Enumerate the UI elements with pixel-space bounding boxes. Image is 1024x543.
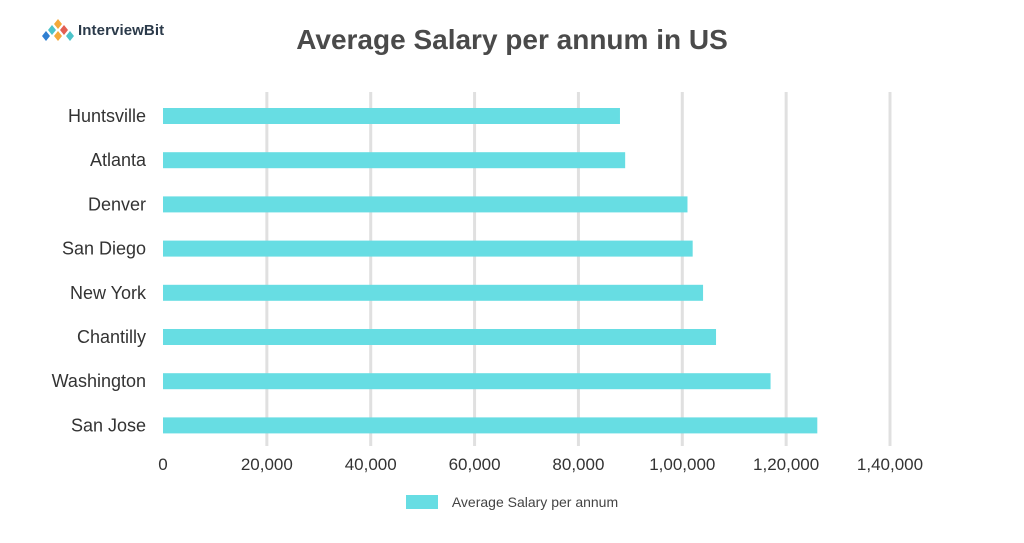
category-label: Atlanta bbox=[90, 150, 147, 170]
x-tick-label: 20,000 bbox=[241, 455, 293, 474]
bar-chantilly bbox=[163, 329, 717, 345]
legend: Average Salary per annum bbox=[0, 494, 1024, 510]
bar-san-diego bbox=[163, 240, 693, 257]
logo-text: InterviewBit bbox=[78, 21, 165, 39]
x-tick-labels: 0 20,000 40,000 60,000 80,000 1,00,000 1,20,00… bbox=[158, 455, 923, 474]
chart-title: Average Salary per annum in US bbox=[296, 24, 728, 55]
category-label: Huntsville bbox=[68, 106, 146, 126]
bar-atlanta bbox=[163, 152, 626, 169]
legend-swatch bbox=[405, 495, 438, 509]
x-tick-label: 0 bbox=[158, 455, 167, 474]
x-tick-label: 1,40,000 bbox=[857, 455, 923, 474]
category-label: Denver bbox=[88, 194, 146, 214]
bars-layer bbox=[163, 108, 818, 434]
category-label: Washington bbox=[52, 371, 146, 391]
category-label: San Diego bbox=[62, 239, 146, 259]
bar-washington bbox=[163, 373, 771, 390]
category-label: San Jose bbox=[71, 415, 146, 435]
logo-mark-icon bbox=[42, 19, 74, 41]
bar-new-york bbox=[163, 284, 704, 301]
x-tick-label: 1,20,000 bbox=[753, 455, 819, 474]
x-tick-label: 1,00,000 bbox=[649, 455, 715, 474]
bar-huntsville bbox=[163, 108, 620, 124]
bar-denver bbox=[163, 196, 688, 213]
x-tick-label: 80,000 bbox=[552, 455, 604, 474]
x-tick-label: 60,000 bbox=[449, 455, 501, 474]
grid-layer bbox=[265, 92, 892, 446]
category-labels: Huntsville Atlanta Denver San Diego New York… bbox=[52, 106, 147, 435]
interviewbit-logo: InterviewBit bbox=[40, 17, 164, 43]
category-label: New York bbox=[70, 283, 147, 303]
category-label: Chantilly bbox=[77, 327, 146, 347]
legend-label: Average Salary per annum bbox=[451, 494, 619, 510]
x-tick-label: 40,000 bbox=[345, 455, 397, 474]
bar-san-jose bbox=[163, 417, 818, 434]
